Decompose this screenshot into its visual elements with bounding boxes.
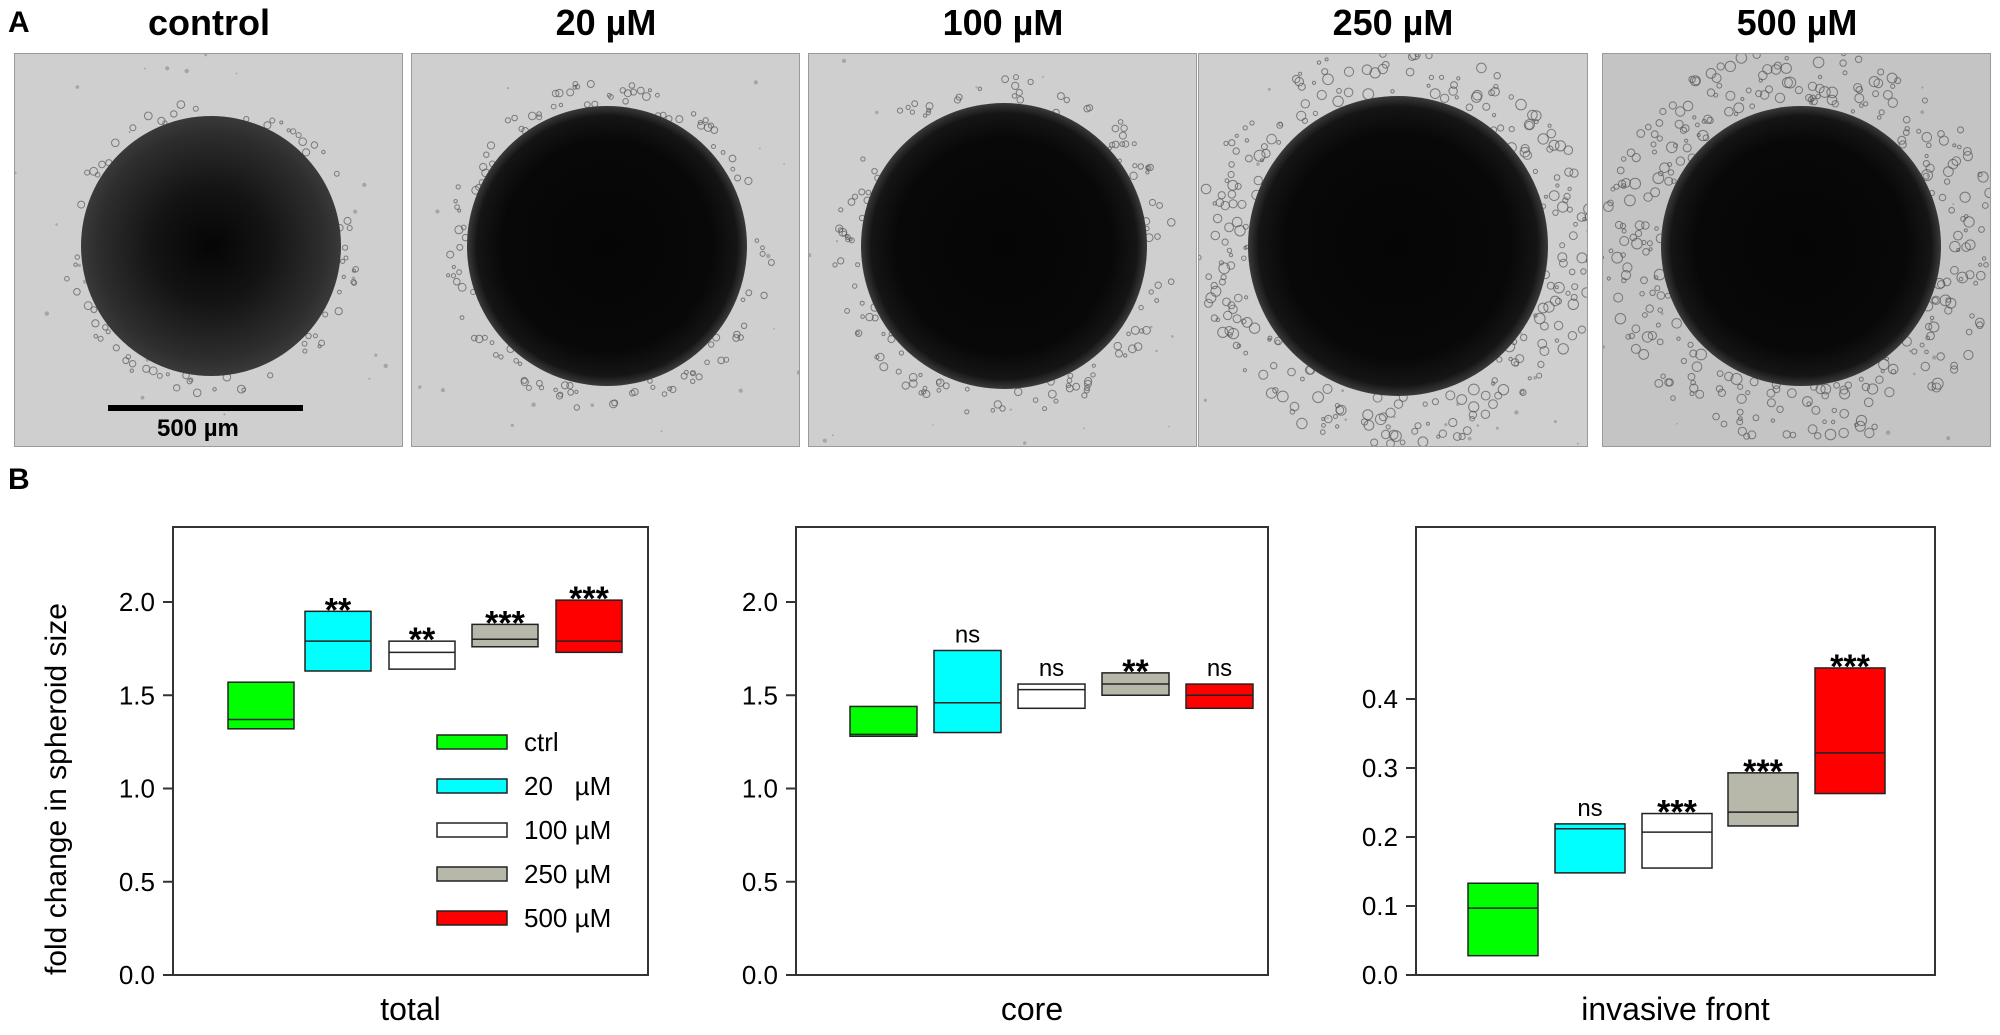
box-250 (1727, 772, 1799, 827)
y-tick-label: 2.0 (742, 587, 778, 617)
legend-label: 500 µM (524, 903, 611, 933)
chart-frame-1 (795, 526, 1269, 976)
image-title-1: 20 µM (555, 2, 657, 43)
spheroid-image-0 (14, 53, 403, 447)
significance-label: ** (325, 591, 352, 629)
box-100 (1017, 683, 1086, 710)
box-500 (555, 599, 623, 654)
y-tick-label: 0.5 (742, 867, 778, 897)
image-title-3: 250 µM (1332, 2, 1454, 43)
scale-bar (108, 405, 303, 411)
y-tick-label: 0.2 (1362, 822, 1398, 852)
significance-label: *** (1830, 648, 1870, 686)
box-500 (1185, 683, 1254, 710)
significance-label: ns (1207, 655, 1232, 682)
y-tick-label: 2.0 (119, 587, 155, 617)
legend-label: 250 µM (524, 859, 611, 889)
box-ctrl (849, 705, 918, 738)
y-tick-label: 1.0 (742, 774, 778, 804)
significance-label: *** (569, 580, 609, 618)
legend-label: 20 µM (524, 771, 611, 801)
panel-a-label: A (8, 6, 30, 39)
significance-label: *** (1657, 794, 1697, 832)
y-tick-label: 1.5 (742, 680, 778, 710)
legend-swatch-100 (436, 822, 508, 838)
significance-label: ns (1577, 795, 1602, 822)
spheroid-image-2 (808, 53, 1197, 447)
spheroid-image-3 (1198, 53, 1588, 447)
image-title-2: 100 µM (942, 2, 1064, 43)
legend-swatch-ctrl (436, 734, 508, 750)
y-tick-label: 0.1 (1362, 891, 1398, 921)
legend-label: ctrl (524, 727, 559, 757)
significance-label: *** (1743, 753, 1783, 791)
box-100 (1641, 812, 1713, 869)
significance-label: ** (409, 621, 436, 659)
y-tick-label: 0.0 (119, 960, 155, 990)
y-tick-label: 0.0 (1362, 960, 1398, 990)
y-tick-label: 0.0 (742, 960, 778, 990)
y-tick-label: 1.0 (119, 774, 155, 804)
box-ctrl (227, 681, 295, 730)
significance-label: ns (955, 621, 980, 648)
y-tick-label: 0.5 (119, 867, 155, 897)
panel-b-label: B (8, 463, 30, 496)
legend-swatch-20 (436, 778, 508, 794)
significance-label: *** (485, 604, 525, 642)
legend-swatch-250 (436, 866, 508, 882)
image-title-4: 500 µM (1736, 2, 1858, 43)
box-250 (471, 623, 539, 648)
significance-label: ** (1122, 653, 1149, 691)
legend-label: 100 µM (524, 815, 611, 845)
y-tick-label: 0.3 (1362, 753, 1398, 783)
significance-label: ns (1039, 655, 1064, 682)
image-title-0: control (148, 2, 270, 43)
x-axis-label-2: invasive front (1581, 991, 1770, 1027)
box-20 (1554, 823, 1626, 874)
x-axis-label-1: core (1001, 991, 1063, 1027)
box-100 (388, 640, 456, 670)
spheroid-image-4 (1602, 53, 1991, 447)
box-20 (933, 649, 1002, 734)
scale-bar-label: 500 µm (157, 415, 239, 442)
box-ctrl (1467, 882, 1539, 957)
spheroid-image-1 (411, 53, 800, 447)
box-500 (1814, 667, 1886, 795)
legend-swatch-500 (436, 910, 508, 926)
x-axis-label-0: total (380, 991, 440, 1027)
y-tick-label: 0.4 (1362, 684, 1398, 714)
y-tick-label: 1.5 (119, 680, 155, 710)
